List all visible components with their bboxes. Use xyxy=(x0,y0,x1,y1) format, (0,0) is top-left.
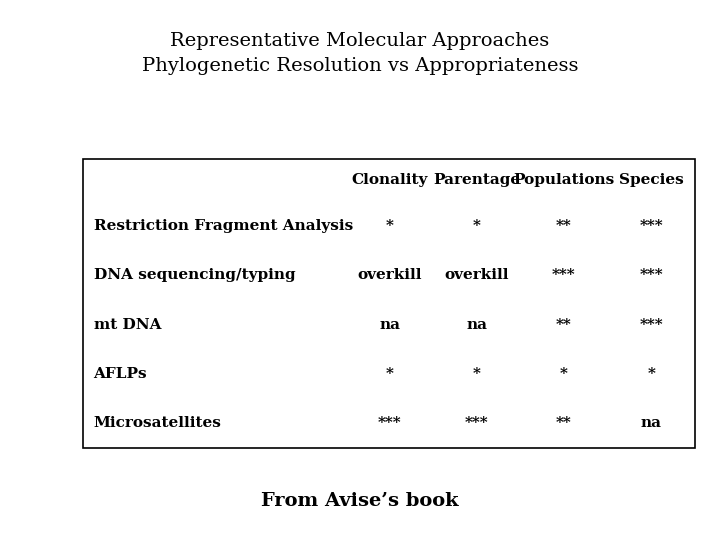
Text: na: na xyxy=(379,318,400,332)
Text: *: * xyxy=(647,367,655,381)
Text: ***: *** xyxy=(378,416,401,430)
Text: **: ** xyxy=(556,219,572,233)
Text: na: na xyxy=(467,318,487,332)
Text: Populations: Populations xyxy=(513,173,615,187)
Text: ***: *** xyxy=(639,219,663,233)
Text: *: * xyxy=(386,367,394,381)
Text: AFLPs: AFLPs xyxy=(94,367,147,381)
Text: overkill: overkill xyxy=(357,268,422,282)
Text: **: ** xyxy=(556,416,572,430)
Text: Species: Species xyxy=(618,173,683,187)
Text: Restriction Fragment Analysis: Restriction Fragment Analysis xyxy=(94,219,353,233)
Text: *: * xyxy=(386,219,394,233)
Text: Microsatellites: Microsatellites xyxy=(94,416,222,430)
Text: Clonality: Clonality xyxy=(351,173,428,187)
Text: ***: *** xyxy=(465,416,489,430)
Text: *: * xyxy=(473,219,481,233)
Text: ***: *** xyxy=(552,268,576,282)
Text: Representative Molecular Approaches
Phylogenetic Resolution vs Appropriateness: Representative Molecular Approaches Phyl… xyxy=(142,32,578,76)
Text: overkill: overkill xyxy=(444,268,509,282)
Text: mt DNA: mt DNA xyxy=(94,318,161,332)
Text: na: na xyxy=(641,416,662,430)
Text: ***: *** xyxy=(639,268,663,282)
Text: ***: *** xyxy=(639,318,663,332)
Text: DNA sequencing/typing: DNA sequencing/typing xyxy=(94,268,295,282)
Text: Parentage: Parentage xyxy=(433,173,521,187)
Text: From Avise’s book: From Avise’s book xyxy=(261,492,459,510)
Text: *: * xyxy=(560,367,568,381)
Text: **: ** xyxy=(556,318,572,332)
Text: *: * xyxy=(473,367,481,381)
